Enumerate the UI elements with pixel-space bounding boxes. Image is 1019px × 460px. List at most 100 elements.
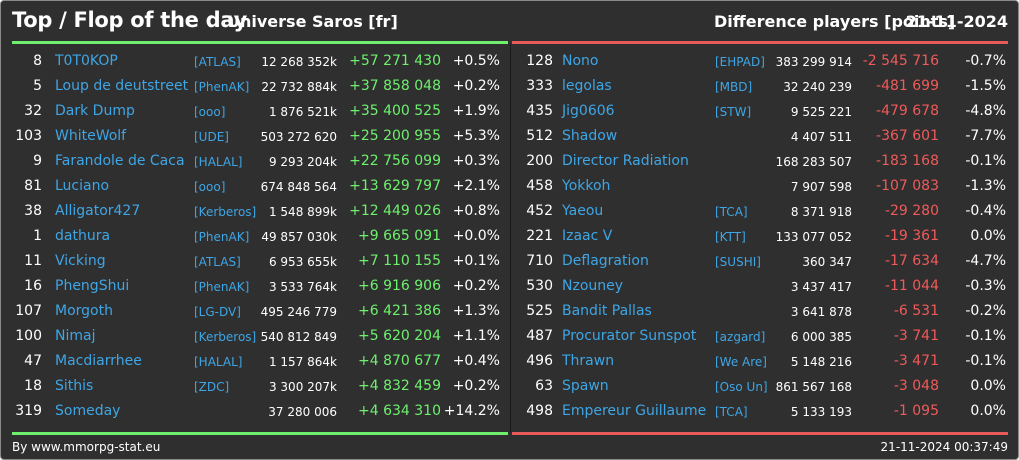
alliance-tag-link[interactable]: [ATLAS] [194, 55, 241, 69]
player-name-link[interactable]: Vicking [55, 253, 106, 269]
alliance-tag-link[interactable]: [Kerberos] [194, 330, 257, 344]
player-name-link[interactable]: Izaac V [562, 228, 613, 244]
player-points: 3 300 207k [268, 380, 337, 394]
player-name-link[interactable]: Jig0606 [562, 103, 615, 119]
percent-change: +0.1% [452, 253, 500, 269]
player-points: 3 437 417 [790, 280, 852, 294]
page-title: Top / Flop of the day [12, 8, 247, 32]
player-points: 3 641 878 [790, 305, 852, 319]
player-name-link[interactable]: PhengShui [55, 278, 130, 294]
alliance-tag-link[interactable]: [HALAL] [194, 355, 243, 369]
player-name-link[interactable]: Spawn [562, 378, 609, 394]
player-points: 383 299 914 [775, 55, 852, 69]
top-row: 47 Macdiarrhee [HALAL] 1 157 864k +4 870 677… [1, 349, 510, 374]
points-difference: +7 110 155 [358, 253, 441, 269]
alliance-tag-link[interactable]: [TCA] [715, 205, 748, 219]
player-rank: 200 [526, 153, 553, 169]
player-rank: 530 [526, 278, 553, 294]
alliance-tag-link[interactable]: [Kerberos] [194, 205, 257, 219]
percent-change: 0.0% [970, 378, 1006, 394]
header: Top / Flop of the day Universe Saros [fr… [1, 1, 1018, 41]
alliance-tag-link[interactable]: [ooo] [194, 180, 226, 194]
player-points: 1 876 521k [268, 105, 337, 119]
player-name-link[interactable]: Alligator427 [55, 203, 141, 219]
percent-change: -0.4% [965, 203, 1006, 219]
top-row: 32 Dark Dump [ooo] 1 876 521k +35 400 525 +1.… [1, 99, 510, 124]
player-name-link[interactable]: Nono [562, 53, 599, 69]
player-name-link[interactable]: Bandit Pallas [562, 303, 652, 319]
player-name-link[interactable]: Thrawn [562, 353, 615, 369]
alliance-tag-link[interactable]: [ATLAS] [194, 255, 241, 269]
alliance-tag-link[interactable]: [LG-DV] [194, 305, 241, 319]
player-name-link[interactable]: Shadow [562, 128, 618, 144]
percent-change: -4.7% [965, 253, 1006, 269]
alliance-tag-link[interactable]: [Oso Un] [715, 380, 768, 394]
percent-change: -0.1% [965, 153, 1006, 169]
alliance-tag-link[interactable]: [KTT] [715, 230, 746, 244]
alliance-tag-link[interactable]: [STW] [715, 105, 752, 119]
flop-row: 200 Director Radiation 168 283 507 -183 168… [511, 149, 1018, 174]
alliance-tag-link[interactable]: [azgard] [715, 330, 766, 344]
player-name-link[interactable]: Macdiarrhee [55, 353, 142, 369]
points-difference: +4 634 310 [358, 403, 441, 419]
player-points: 3 533 764k [268, 280, 337, 294]
player-name-link[interactable]: Luciano [55, 178, 110, 194]
alliance-tag-link[interactable]: [MBD] [715, 80, 753, 94]
top-accent-bar [12, 41, 508, 44]
points-difference: -29 280 [884, 203, 939, 219]
points-difference: -3 471 [893, 353, 939, 369]
alliance-tag-link[interactable]: [PhenAK] [194, 230, 250, 244]
percent-change: -1.5% [965, 78, 1006, 94]
alliance-tag-link[interactable]: [ooo] [194, 105, 226, 119]
player-points: 495 246 779 [260, 305, 337, 319]
alliance-tag-link[interactable]: [EHPAD] [715, 55, 765, 69]
player-points: 1 157 864k [268, 355, 337, 369]
points-difference: -6 531 [893, 303, 939, 319]
player-name-link[interactable]: dathura [55, 228, 111, 244]
player-points: 12 268 352k [261, 55, 337, 69]
flop-row: 512 Shadow 4 407 511 -367 601 -7.7% [511, 124, 1018, 149]
points-difference: -107 083 [876, 178, 939, 194]
percent-change: +2.1% [452, 178, 500, 194]
alliance-tag-link[interactable]: [SUSHI] [715, 255, 761, 269]
player-name-link[interactable]: WhiteWolf [55, 128, 127, 144]
player-name-link[interactable]: Morgoth [55, 303, 113, 319]
player-name-link[interactable]: Yokkoh [562, 178, 611, 194]
player-points: 8 371 918 [790, 205, 852, 219]
player-rank: 496 [526, 353, 553, 369]
source-link[interactable]: By www.mmorpg-stat.eu [12, 440, 161, 454]
metric-label: Difference players [points] [714, 12, 956, 31]
player-name-link[interactable]: Nimaj [55, 328, 96, 344]
player-points: 133 077 052 [775, 230, 852, 244]
player-name-link[interactable]: Loup de deutstreet [55, 78, 189, 94]
player-name-link[interactable]: T0T0KOP [55, 53, 118, 69]
player-name-link[interactable]: Dark Dump [55, 103, 135, 119]
player-name-link[interactable]: Procurator Sunspot [562, 328, 697, 344]
player-rank: 47 [24, 353, 42, 369]
alliance-tag-link[interactable]: [PhenAK] [194, 280, 250, 294]
alliance-tag-link[interactable]: [HALAL] [194, 155, 243, 169]
alliance-tag-link[interactable]: [We Are] [715, 355, 767, 369]
alliance-tag-link[interactable]: [TCA] [715, 405, 748, 419]
player-name-link[interactable]: Nzouney [562, 278, 624, 294]
player-name-link[interactable]: Deflagration [562, 253, 649, 269]
points-difference: +4 832 459 [358, 378, 441, 394]
player-name-link[interactable]: Yaeou [562, 203, 604, 219]
player-rank: 458 [526, 178, 553, 194]
player-name-link[interactable]: legolas [562, 78, 612, 94]
points-difference: +35 400 525 [349, 103, 441, 119]
player-name-link[interactable]: Empereur Guillaume [562, 403, 707, 419]
player-name-link[interactable]: Farandole de Caca [55, 153, 185, 169]
player-points: 9 525 221 [790, 105, 852, 119]
player-name-link[interactable]: Sithis [55, 378, 94, 394]
alliance-tag-link[interactable]: [UDE] [194, 130, 229, 144]
player-name-link[interactable]: Someday [55, 403, 121, 419]
alliance-tag-link[interactable]: [PhenAK] [194, 80, 250, 94]
player-points: 6 000 385 [790, 330, 852, 344]
player-rank: 498 [526, 403, 553, 419]
player-name-link[interactable]: Director Radiation [562, 153, 689, 169]
alliance-tag-link[interactable]: [ZDC] [194, 380, 230, 394]
player-rank: 710 [526, 253, 553, 269]
percent-change: -0.3% [965, 278, 1006, 294]
flop-table: 128 Nono [EHPAD] 383 299 914 -2 545 716 -0.7%… [511, 49, 1018, 424]
